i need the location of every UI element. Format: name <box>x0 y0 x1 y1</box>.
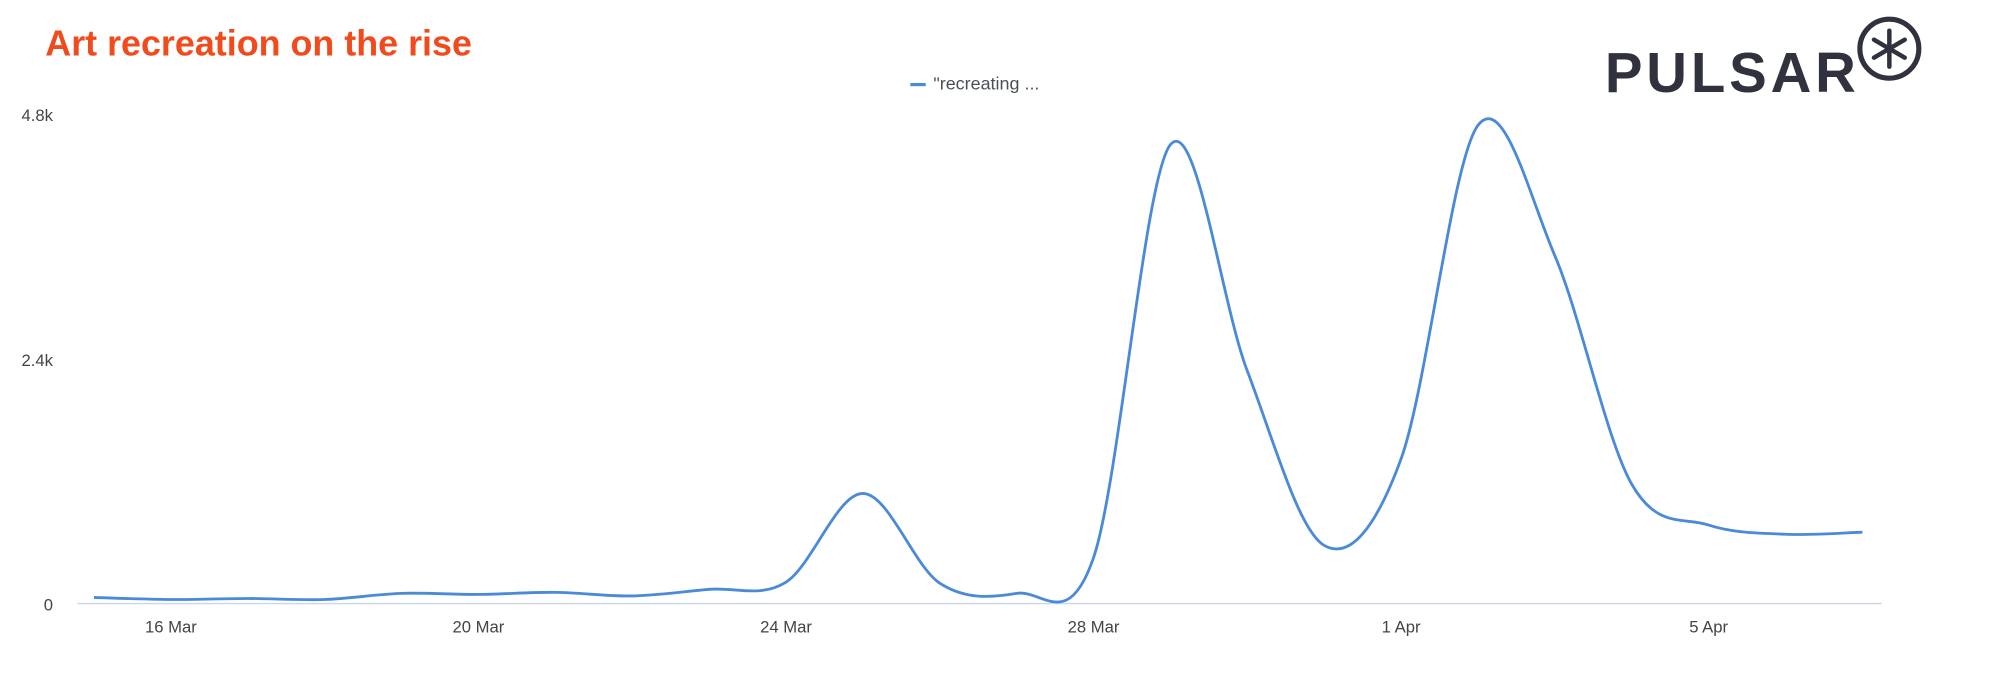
x-tick-label: 5 Apr <box>1689 617 1728 636</box>
logo-star <box>1871 28 1907 69</box>
x-tick-label: 1 Apr <box>1382 617 1421 636</box>
x-tick-label: 20 Mar <box>453 617 505 636</box>
chart-title: Art recreation on the rise <box>45 24 472 64</box>
legend-label: "recreating ... <box>933 73 1039 93</box>
logo: PULSAR <box>1605 16 1922 104</box>
x-tick-label: 24 Mar <box>760 617 812 636</box>
x-tick-label: 28 Mar <box>1068 617 1120 636</box>
logo-icon <box>1857 16 1922 81</box>
y-tick-label: 4.8k <box>22 106 54 125</box>
y-tick-label: 2.4k <box>22 351 54 370</box>
y-tick-label: 0 <box>44 596 53 615</box>
x-tick-label: 16 Mar <box>145 617 197 636</box>
logo-text: PULSAR <box>1605 41 1860 104</box>
series-line <box>93 117 1863 604</box>
